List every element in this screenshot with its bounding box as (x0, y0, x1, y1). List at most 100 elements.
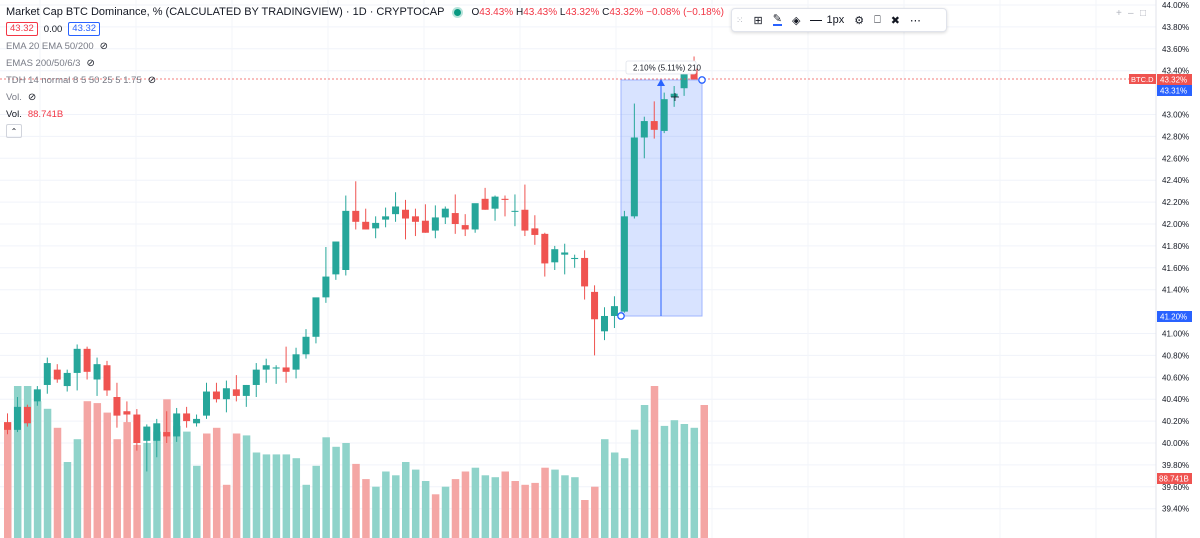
indicator-label[interactable]: EMAS 200/50/6/3 (6, 57, 81, 69)
volume-bar (113, 439, 121, 538)
candle (392, 192, 400, 222)
candle (302, 329, 310, 359)
low-value: 43.32% (565, 6, 600, 18)
measure-handle-end[interactable] (698, 76, 706, 84)
volume-bar (282, 454, 291, 538)
candle-body (352, 210, 360, 222)
candle (292, 347, 300, 379)
settings-icon[interactable]: ⚙ (854, 14, 865, 27)
candle-body (372, 222, 380, 229)
candle (491, 195, 499, 221)
eye-off-icon[interactable]: ⊘ (147, 74, 157, 86)
indicator-label[interactable]: TDH 14 normal 8 5 50 25 5 1.75 (6, 74, 142, 86)
high-value: 43.43% (523, 6, 558, 18)
volume-bar (212, 427, 221, 538)
candle (242, 384, 250, 407)
price-tick-label: 40.60% (1162, 373, 1189, 382)
eye-off-icon[interactable]: ⊘ (27, 91, 37, 103)
buy-button[interactable]: 43.32 (68, 22, 101, 36)
candle-body (581, 257, 589, 287)
candle (362, 208, 370, 230)
lock-icon[interactable]: ⎕ (874, 13, 881, 26)
volume-bar (392, 475, 400, 538)
candle (461, 214, 469, 237)
candle (53, 364, 61, 383)
volume-bar (292, 458, 301, 538)
candle (332, 241, 340, 280)
volume-label[interactable]: Vol. (6, 108, 22, 120)
indicator-row-tdh[interactable]: TDH 14 normal 8 5 50 25 5 1.75 ⊘ (6, 72, 724, 88)
candle (650, 101, 658, 139)
indicator-label[interactable]: Vol. (6, 91, 22, 103)
eye-off-icon[interactable]: ⊘ (99, 40, 109, 52)
indicator-row-vol-hidden[interactable]: Vol. ⊘ (6, 89, 724, 105)
eye-off-icon[interactable]: ⊘ (86, 57, 95, 69)
indicator-row-emas[interactable]: EMAS 200/50/6/3 ⊘ (6, 55, 724, 71)
low-label: L (559, 6, 566, 18)
indicator-row-ema[interactable]: EMA 20 EMA 50/200 ⊘ (6, 38, 724, 54)
pencil-icon[interactable]: ✎ (772, 13, 782, 26)
candle-body (591, 291, 599, 320)
line-width-button[interactable]: 1px (805, 9, 849, 31)
candle-body (332, 241, 340, 275)
candle-body (362, 221, 370, 230)
price-tick-label: 44.00% (1162, 1, 1189, 10)
bid-ask-row: 43.32 0.00 43.32 (6, 21, 724, 37)
plus-icon[interactable]: + (1116, 8, 1122, 19)
candle (103, 360, 111, 396)
candle (402, 199, 409, 240)
candle-body (392, 206, 400, 215)
trash-icon[interactable]: ✖ (890, 14, 900, 27)
minimize-icon[interactable]: – (1128, 8, 1134, 19)
volume-bar (411, 469, 420, 538)
volume-bar (650, 386, 659, 538)
volume-bar (591, 486, 599, 538)
volume-bar (431, 494, 440, 538)
indicator-row-volume[interactable]: Vol. 88.741B (6, 106, 724, 122)
volume-bar (481, 475, 490, 538)
candle (43, 357, 51, 394)
drawing-toolbar[interactable]: ⁙ ⊞ ✎ ◈ 1px ⚙ ⎕ ✖ ⋯ (731, 8, 947, 32)
measure-arrow-head (657, 79, 665, 86)
template-icon[interactable]: ⊞ (753, 14, 763, 27)
candle-body (103, 365, 111, 391)
candle-body (640, 121, 648, 138)
symbol-title[interactable]: Market Cap BTC Dominance, % (CALCULATED … (6, 6, 445, 18)
low-label-box (1157, 311, 1192, 322)
candle (203, 382, 210, 419)
indicator-label[interactable]: EMA 20 EMA 50/200 (6, 40, 94, 52)
volume-bar (33, 401, 42, 538)
candle-body (193, 418, 201, 424)
volume-bar (222, 484, 231, 538)
measure-label: 2.10% (5.11%) 210 (633, 64, 701, 73)
price-tick-label: 41.80% (1162, 242, 1189, 251)
volume-bar (242, 435, 251, 538)
volume-bar (53, 427, 62, 538)
candle-body (133, 414, 141, 443)
sell-button[interactable]: 43.32 (6, 22, 38, 36)
volume-bar (610, 452, 619, 538)
line-width-label: 1px (826, 14, 845, 26)
candle-body (471, 203, 479, 230)
candle-body (113, 397, 121, 416)
volume-label-box (1157, 473, 1192, 484)
measure-handle-start[interactable] (617, 312, 625, 320)
drag-handle-icon[interactable]: ⁙ (736, 14, 744, 25)
price-axis[interactable]: 44.00% 43.80% 43.60% 43.40% 43.00% 42.80% 42.6… (1162, 1, 1189, 514)
more-icon[interactable]: ⋯ (909, 14, 921, 27)
candle-body (73, 348, 81, 373)
candle-body (610, 306, 618, 316)
volume-bar (581, 500, 589, 538)
candle (411, 208, 419, 237)
candle (133, 409, 141, 451)
candle-body (481, 198, 489, 210)
candle (73, 344, 81, 391)
volume-bar (461, 471, 470, 538)
fill-icon[interactable]: ◈ (791, 14, 801, 27)
candle (322, 246, 330, 303)
maximize-icon[interactable]: □ (1140, 8, 1147, 19)
chevron-up-icon[interactable]: ⌃ (6, 124, 22, 138)
volume-bar (272, 454, 281, 538)
open-value: 43.43% (479, 6, 514, 18)
